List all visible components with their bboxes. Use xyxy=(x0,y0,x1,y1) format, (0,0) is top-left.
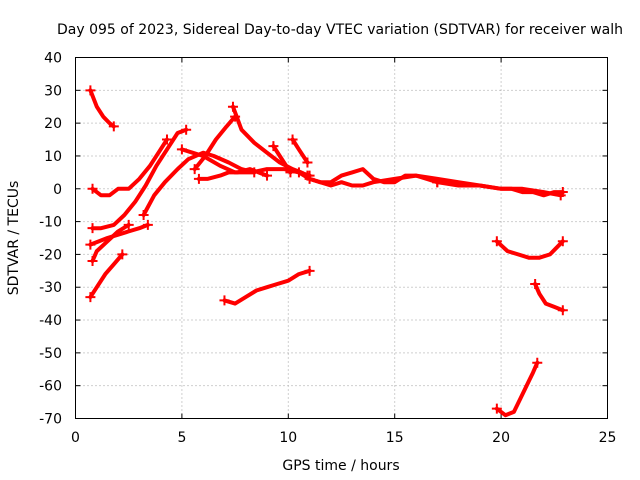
y-tick-label: 30 xyxy=(44,83,62,99)
series-arc-15 xyxy=(293,167,566,201)
point-marker xyxy=(557,305,568,316)
point-marker xyxy=(491,403,502,414)
series-line xyxy=(307,167,440,185)
point-marker xyxy=(304,265,315,276)
series-arc-17 xyxy=(432,177,568,198)
point-marker xyxy=(181,124,192,135)
x-tick-label: 10 xyxy=(279,430,297,446)
point-marker xyxy=(227,101,238,112)
y-tick-label: 40 xyxy=(44,51,62,67)
series-arc-9 xyxy=(193,167,273,184)
y-axis-label: SDTVAR / TECUs xyxy=(6,181,22,296)
series-line xyxy=(196,167,269,181)
series-arc-1 xyxy=(85,85,119,132)
point-marker xyxy=(287,134,298,145)
series-line xyxy=(90,127,189,231)
y-tick-label: 10 xyxy=(44,149,62,165)
series-line xyxy=(90,222,131,263)
series-arc-2 xyxy=(87,134,173,198)
series-line xyxy=(271,144,293,175)
series-line xyxy=(435,180,565,198)
series-line xyxy=(494,360,540,418)
series-line xyxy=(88,88,116,129)
series-line xyxy=(494,239,565,260)
y-tick-label: -30 xyxy=(39,280,62,296)
y-tick-label: -20 xyxy=(39,247,62,263)
x-tick-label: 0 xyxy=(71,430,80,446)
series-arc-19 xyxy=(530,278,568,316)
x-axis-label: GPS time / hours xyxy=(282,458,399,474)
point-marker xyxy=(530,278,541,289)
series-line xyxy=(90,137,169,198)
y-tick-label: 0 xyxy=(53,182,62,198)
x-tick-label: 20 xyxy=(492,430,510,446)
point-marker xyxy=(302,157,313,168)
point-marker xyxy=(85,85,96,96)
series-line xyxy=(88,252,125,300)
y-tick-label: -10 xyxy=(39,215,62,231)
point-marker xyxy=(262,170,273,181)
y-tick-label: -70 xyxy=(39,412,62,428)
point-marker xyxy=(162,134,173,145)
y-tick-label: -50 xyxy=(39,346,62,362)
series-arc-12 xyxy=(268,141,296,178)
point-marker xyxy=(193,173,204,184)
point-marker xyxy=(557,236,568,247)
point-marker xyxy=(176,144,187,155)
series-line xyxy=(222,268,312,306)
point-marker xyxy=(85,292,96,303)
series-line xyxy=(533,281,565,313)
series-line xyxy=(192,114,238,172)
grid-layer xyxy=(75,57,608,419)
point-marker xyxy=(189,164,200,175)
point-marker xyxy=(138,210,149,221)
y-tick-label: -40 xyxy=(39,313,62,329)
x-tick-label: 5 xyxy=(177,430,186,446)
point-marker xyxy=(293,167,304,178)
x-tick-label: 15 xyxy=(386,430,404,446)
series-arc-13 xyxy=(287,134,313,168)
chart-title: Day 095 of 2023, Sidereal Day-to-day VTE… xyxy=(57,22,623,38)
point-marker xyxy=(532,357,543,368)
point-marker xyxy=(87,223,98,234)
series-line xyxy=(141,150,257,217)
series-line xyxy=(88,222,150,247)
series-arc-20 xyxy=(491,357,543,418)
point-marker xyxy=(87,255,98,266)
point-marker xyxy=(219,295,230,306)
series-arc-3 xyxy=(87,124,192,234)
plot-frame xyxy=(75,57,608,419)
series-line xyxy=(290,137,310,165)
point-marker xyxy=(85,239,96,250)
point-marker xyxy=(285,167,296,178)
series-line xyxy=(231,104,310,178)
point-marker xyxy=(491,236,502,247)
series-arc-14 xyxy=(219,265,315,306)
y-tick-label: 20 xyxy=(44,116,62,132)
data-layer xyxy=(85,85,568,418)
x-tick-label: 25 xyxy=(599,430,617,446)
series-arc-4 xyxy=(87,219,134,266)
series-arc-5 xyxy=(85,219,153,250)
point-marker xyxy=(557,187,568,198)
y-tick-label: -60 xyxy=(39,379,62,395)
series-arc-6 xyxy=(85,249,128,303)
point-marker xyxy=(123,219,134,230)
tick-layer: 0 5 10 15 20 25 -70 -60 -50 -40 -30 -20 -10 0 10 20 30 40 xyxy=(39,51,616,447)
point-marker xyxy=(432,177,443,188)
point-marker xyxy=(108,121,119,132)
point-marker xyxy=(142,219,153,230)
series-arc-18 xyxy=(491,236,568,260)
point-marker xyxy=(304,173,315,184)
point-marker xyxy=(268,141,279,152)
point-marker xyxy=(117,249,128,260)
point-marker xyxy=(87,183,98,194)
